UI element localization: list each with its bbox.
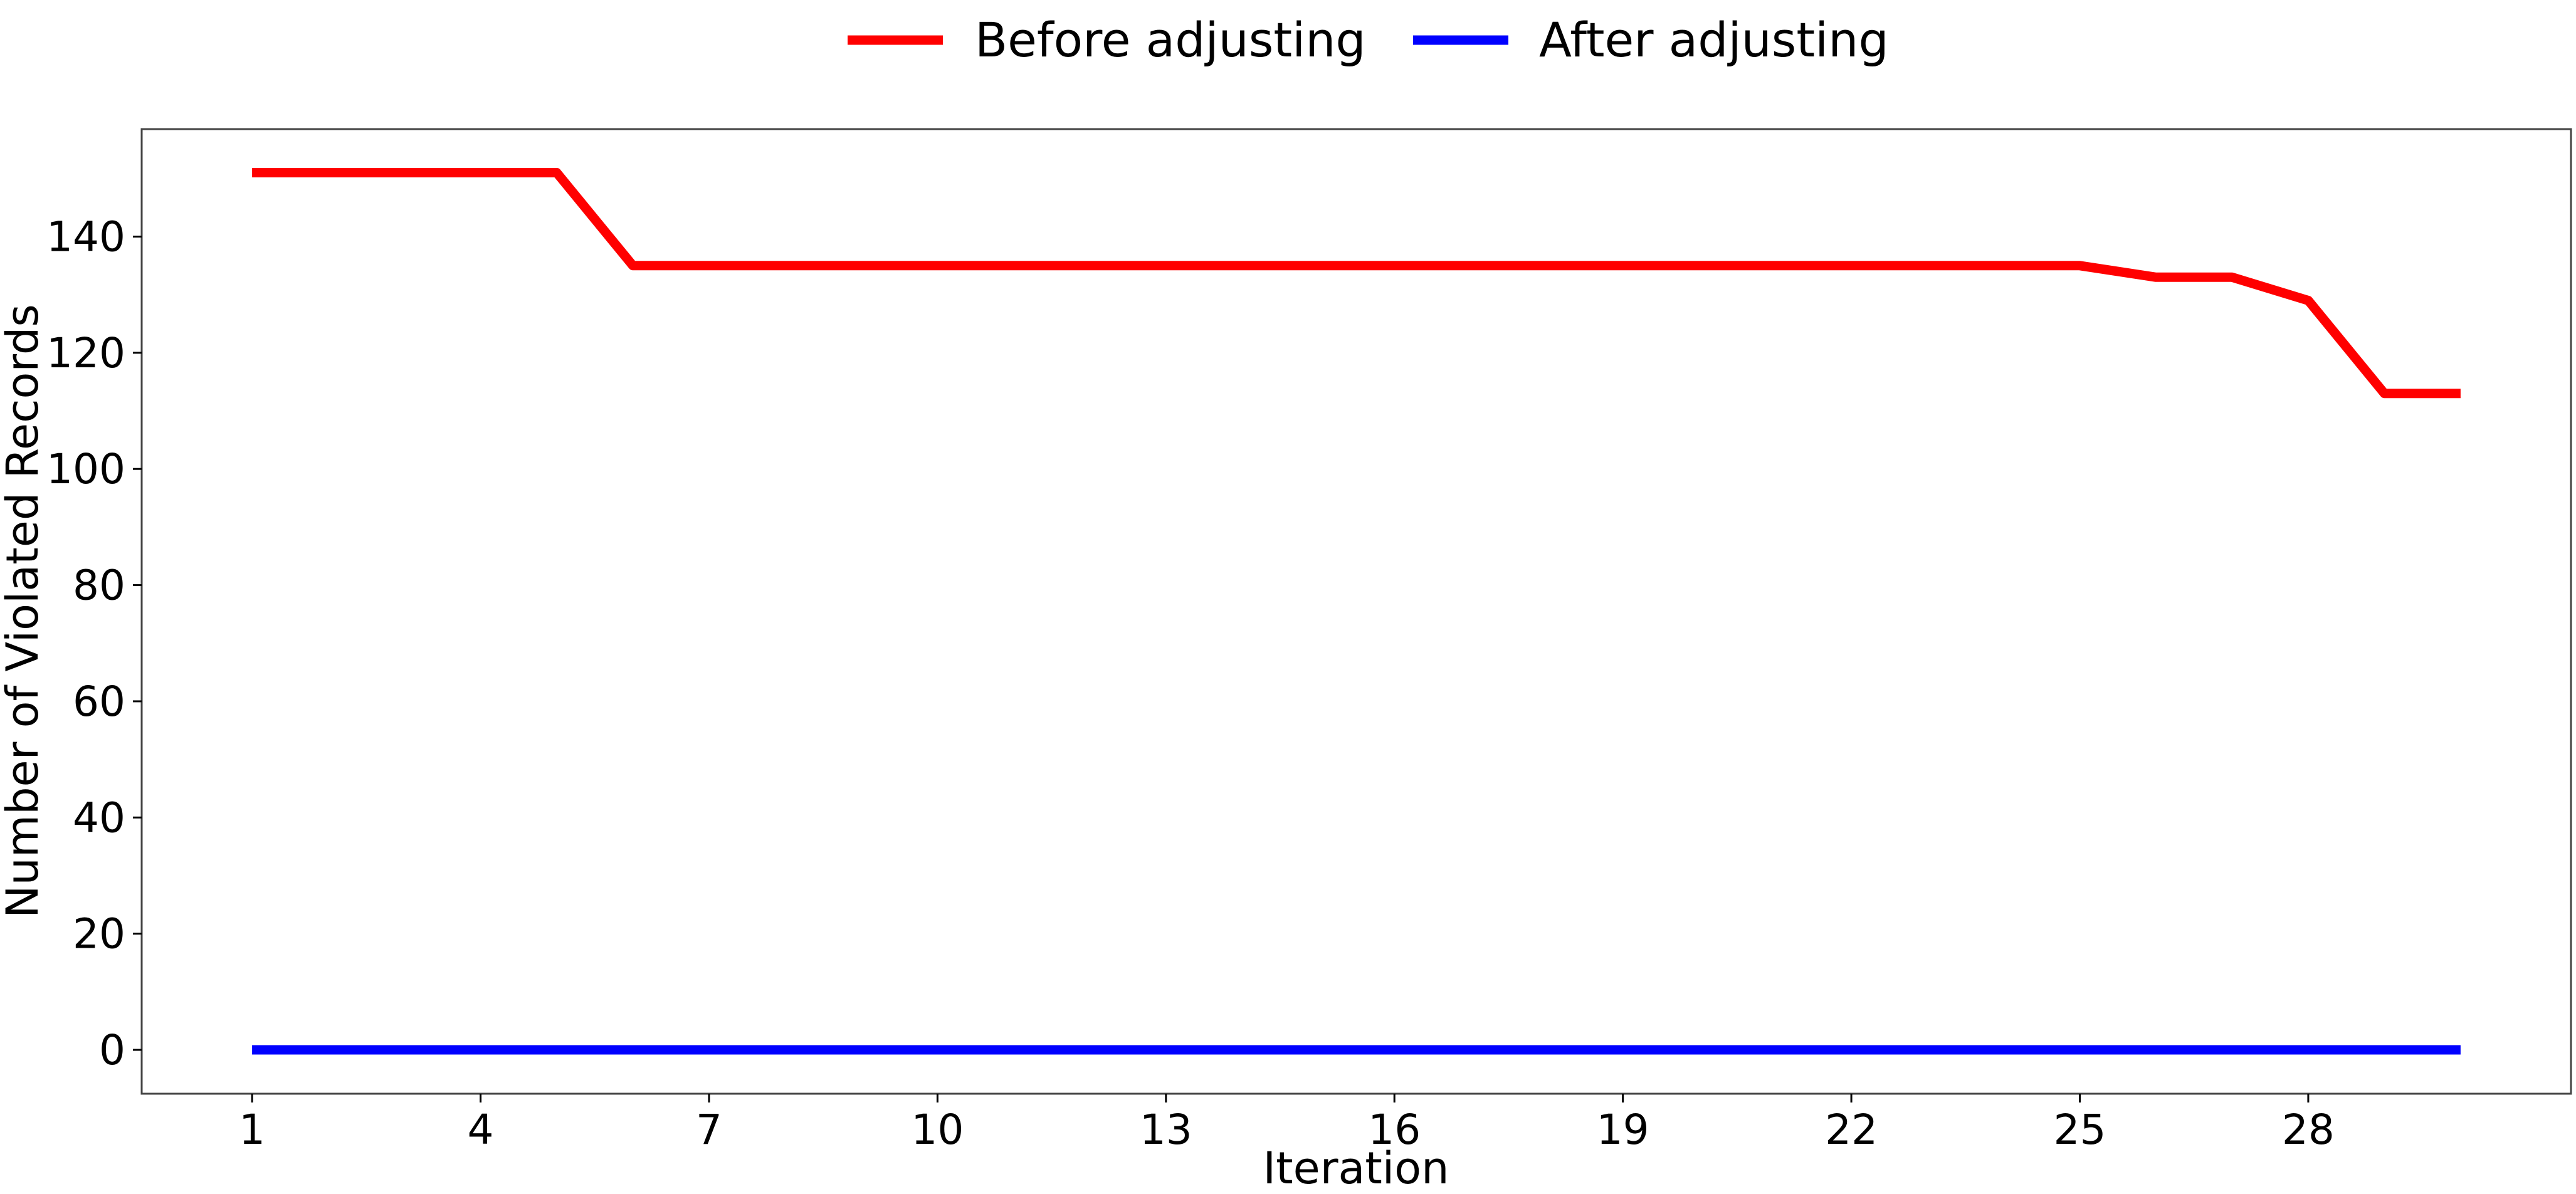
series-line-before-adjusting [252,168,2461,399]
y-tick-label: 140 [46,212,125,261]
y-tick-label: 20 [73,910,125,958]
x-tick-label: 1 [239,1106,265,1154]
y-tick-label: 120 [46,329,125,377]
x-tick-label: 22 [1825,1106,1878,1154]
x-tick-label: 10 [911,1106,964,1154]
x-tick-label: 4 [468,1106,494,1154]
x-tick-label: 7 [696,1106,722,1154]
y-tick-label: 0 [99,1026,125,1074]
legend-label: Before adjusting [975,12,1366,68]
plot-area [140,128,2572,1095]
y-tick-label: 80 [73,562,125,610]
y-tick-label: 100 [46,445,125,493]
series-lines [252,168,2461,1055]
x-tick-label: 13 [1140,1106,1192,1154]
x-axis-ticks: 1 4 7 10 13 16 19 22 25 28 [239,1094,2335,1154]
legend: Before adjusting After adjusting [848,12,1889,68]
y-tick-label: 60 [73,678,125,726]
x-tick-label: 16 [1368,1106,1421,1154]
x-tick-label: 25 [2054,1106,2106,1154]
x-tick-label: 28 [2282,1106,2335,1154]
y-axis-ticks: 0 20 40 60 80 100 120 140 [46,212,142,1074]
y-axis-title: Number of Violated Records [0,304,48,918]
x-axis-title: Iteration [1263,1143,1449,1194]
legend-label: After adjusting [1539,12,1889,68]
x-tick-label: 19 [1597,1106,1649,1154]
y-tick-label: 40 [73,793,125,842]
